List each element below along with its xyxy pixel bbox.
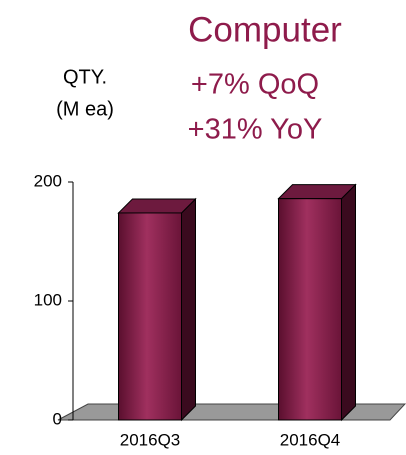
bar-top <box>277 184 357 200</box>
y-tick-label: 100 <box>34 290 62 309</box>
bar <box>278 198 342 421</box>
y-axis-label: (M ea) <box>56 98 114 120</box>
bar <box>118 212 182 421</box>
bar-top <box>117 198 197 214</box>
y-axis-label: QTY. <box>63 66 107 88</box>
x-tick-label: 2016Q3 <box>120 430 181 449</box>
x-tick-label: 2016Q4 <box>280 430 341 449</box>
bar-side <box>181 197 196 422</box>
annotation: +7% QoQ <box>191 69 319 101</box>
y-tick-label: 200 <box>34 171 62 190</box>
bar-side <box>341 183 356 422</box>
annotation: +31% YoY <box>188 114 323 146</box>
y-tick-label: 0 <box>53 409 62 428</box>
chart-title: Computer <box>188 10 342 49</box>
